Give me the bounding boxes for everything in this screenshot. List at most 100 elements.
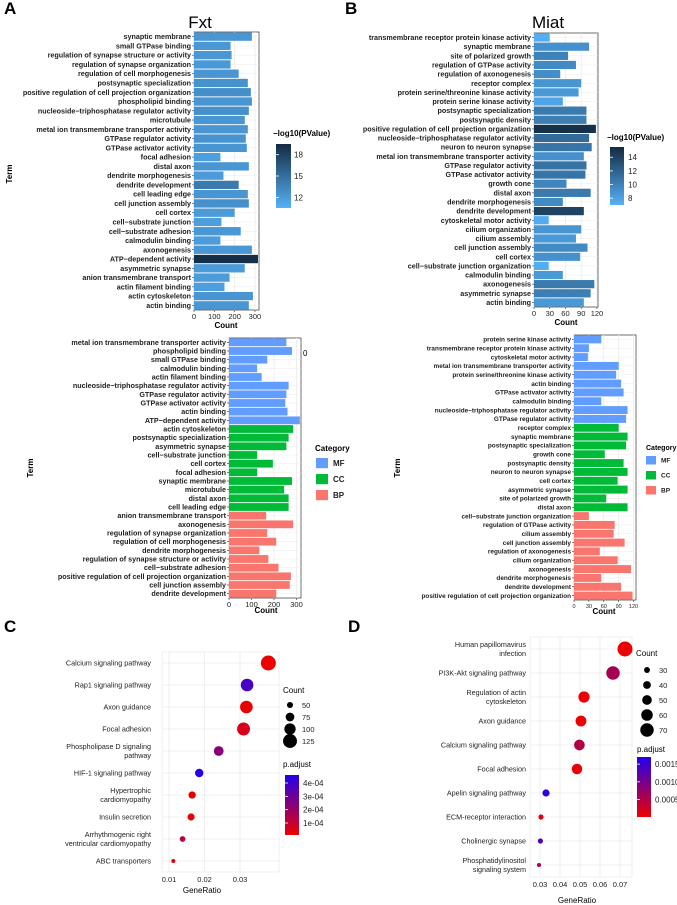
y-tick-label: GTPase activator activity <box>495 390 571 397</box>
bar <box>534 197 563 207</box>
colorbar-tick-label: 0.0005 <box>655 796 677 805</box>
y-tick-label: postsynaptic density <box>460 115 532 124</box>
y-tick-label: cell junction assembly <box>114 199 191 208</box>
y-tick-label: cilium assembly <box>475 234 531 243</box>
size-legend-label: 30 <box>659 666 667 675</box>
plot-panel <box>228 337 302 599</box>
y-tick-label: site of polarized growth <box>450 51 531 60</box>
y-tick-label: calmodulin binding <box>160 364 226 373</box>
bar <box>574 432 628 441</box>
bar <box>229 503 289 511</box>
y-tick-label: protein serine/threonine kinase activity <box>452 372 571 379</box>
y-tick-label: nucleoside−triphosphatase regulator acti… <box>378 134 531 143</box>
y-tick-label: regulation of GTPase activity <box>483 522 572 529</box>
bar <box>229 390 287 399</box>
colorbar-tick-label: 15 <box>294 172 303 181</box>
size-legend-dot <box>640 723 654 737</box>
size-legend-dot <box>642 695 652 705</box>
y-tick-label: actin filament binding <box>152 373 226 382</box>
bar <box>574 423 619 432</box>
bar <box>574 361 619 370</box>
x-tick-label: 0.02 <box>197 875 212 884</box>
x-tick-label: 0.05 <box>573 880 588 889</box>
y-tick-label: dendrite development <box>116 180 191 189</box>
bar <box>229 425 294 433</box>
y-tick-label: GTPase regulator activity <box>104 134 191 143</box>
bar <box>574 573 602 582</box>
bar <box>534 88 579 97</box>
y-tick-label: actin binding <box>181 407 226 416</box>
y-tick-label: cilium organization <box>513 557 571 564</box>
y-tick-label: axonogenesis <box>178 520 226 529</box>
bar <box>194 41 231 51</box>
bar <box>194 143 247 153</box>
legend-swatch-bp <box>646 486 656 495</box>
size-legend-dot <box>643 681 651 689</box>
bar <box>534 133 590 143</box>
size-legend-dot <box>286 701 294 709</box>
panel-label-a: A <box>4 0 16 18</box>
bar <box>534 225 582 234</box>
data-point <box>574 739 585 751</box>
size-legend-label: 50 <box>302 701 310 710</box>
y-tick-label: synaptic membrane <box>123 32 191 41</box>
y-tick-label: distal axon <box>188 494 226 503</box>
y-tick-label: dendrite morphogenesis <box>447 197 531 206</box>
bar <box>229 451 258 459</box>
bar <box>194 254 258 264</box>
chart-a-bottom-legend-title: Category <box>315 444 350 453</box>
y-tick-label: postsynaptic specialization <box>488 443 571 450</box>
y-tick-label: protein serine/threonine kinase activity <box>398 88 531 97</box>
y-tick-label: Rap1 signaling pathway <box>75 681 152 690</box>
bar <box>574 547 600 556</box>
bar <box>194 273 230 282</box>
bar <box>534 280 595 289</box>
bar <box>574 565 632 574</box>
x-tick-label: 100 <box>245 600 258 609</box>
chart-c-size-legend-title: Count <box>283 686 305 695</box>
bar <box>574 494 607 503</box>
y-tick-label: dendrite development <box>456 207 531 216</box>
bar <box>574 591 633 600</box>
legend-label-mf: MF <box>333 459 345 468</box>
colorbar-tick-label: 14 <box>628 153 637 162</box>
x-tick-label: 300 <box>249 312 262 321</box>
bar <box>574 388 624 397</box>
y-tick-label: regulation of cell morphogenesis <box>113 537 226 546</box>
data-point <box>578 691 590 703</box>
y-tick-label: postsynaptic density <box>507 460 571 467</box>
bar <box>574 467 628 476</box>
plot-panel <box>533 32 599 308</box>
chart-d-color-legend-title: p.adjust <box>637 745 666 754</box>
size-legend-label: 60 <box>659 711 667 720</box>
bar <box>574 582 622 591</box>
bar <box>194 217 222 227</box>
bar <box>229 494 289 503</box>
y-tick-label: metal ion transmembrane transporter acti… <box>36 125 191 134</box>
y-tick-label: cell cortex <box>495 252 531 261</box>
colorbar-tick-label: 2e-04 <box>303 806 324 815</box>
y-tick-label: neuron to neuron synapse <box>491 469 572 476</box>
y-tick-label: asymmetric synapse <box>460 289 531 298</box>
y-tick-label: GTPase regulator activity <box>494 416 572 423</box>
y-tick-label: Arrhythmogenic right ventricular cardiomy… <box>65 830 151 848</box>
size-legend-label: 40 <box>659 681 667 690</box>
y-tick-label: actin binding <box>486 298 531 307</box>
legend-swatch-bp <box>316 490 328 501</box>
y-tick-label: distal axon <box>538 504 571 511</box>
bar <box>534 51 569 60</box>
y-tick-label: Axon guidance <box>478 717 526 726</box>
x-tick-label: 0.03 <box>533 880 548 889</box>
bar <box>534 252 581 261</box>
y-tick-label: positive regulation of cell projection o… <box>23 88 191 97</box>
chart-a-bottom-legend: MF CC BP <box>316 458 345 501</box>
y-tick-label: Regulation of actin cytoskeleton <box>466 688 526 706</box>
x-tick-label: 120 <box>591 309 604 318</box>
x-tick-label: 300 <box>290 600 303 609</box>
bar <box>194 134 246 143</box>
y-tick-label: growth cone <box>533 451 571 458</box>
bar <box>229 546 260 555</box>
y-tick-label: GTPase activator activity <box>141 399 227 408</box>
y-tick-label: Focal adhesion <box>477 765 526 774</box>
chart-a-top-colorbar-ticks: 12 15 18 <box>276 151 303 202</box>
